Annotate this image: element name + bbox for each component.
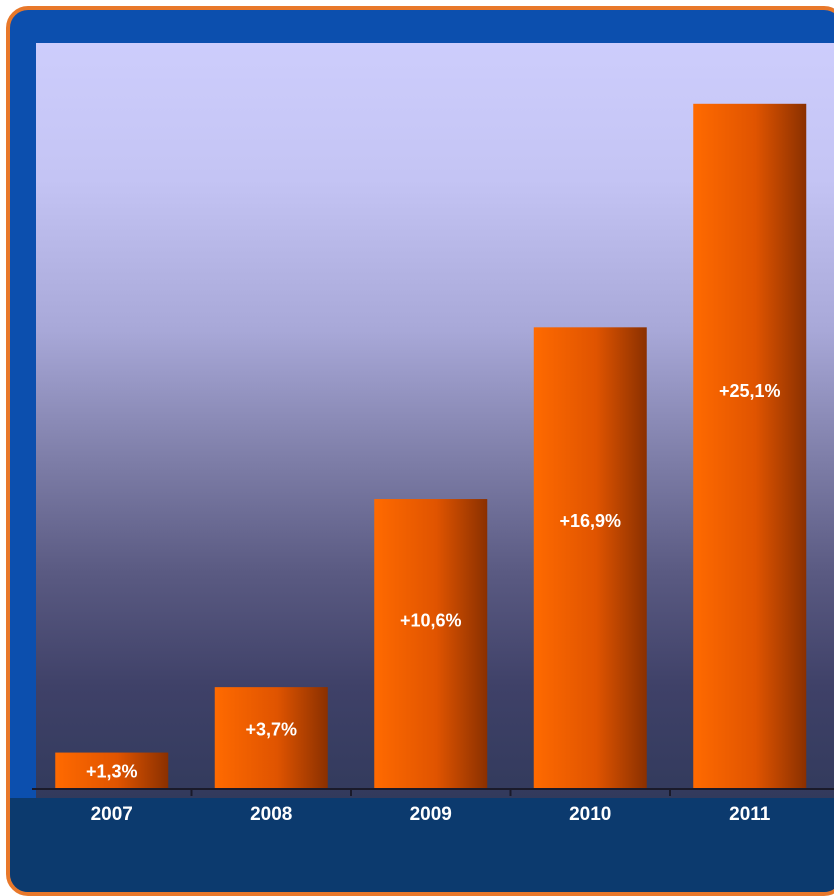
x-tick-label-2010: 2010 [569, 804, 611, 825]
x-tick-label-2007: 2007 [91, 804, 133, 825]
value-label-2008: +3,7% [245, 720, 297, 740]
bar-2008 [214, 687, 328, 788]
x-tick-labels-layer: 2007 2008 2009 2010 2011 [91, 789, 771, 825]
x-tick-label-2009: 2009 [410, 804, 452, 825]
bar-2007 [55, 752, 169, 788]
value-label-2011: +25,1% [719, 381, 781, 401]
x-tick-label-2011: 2011 [729, 804, 771, 825]
value-labels-layer: +1,3% +3,7% +10,6% +16,9% +25,1% [86, 381, 781, 781]
bar-2009 [374, 499, 488, 788]
value-label-2009: +10,6% [400, 610, 462, 630]
axis-footer-band [10, 798, 834, 892]
bar-2010 [533, 327, 647, 788]
value-label-2010: +16,9% [559, 511, 621, 531]
x-tick-label-2008: 2008 [250, 804, 292, 825]
value-label-2007: +1,3% [86, 761, 138, 781]
bars-layer [55, 103, 807, 788]
bar-2011 [693, 103, 807, 788]
